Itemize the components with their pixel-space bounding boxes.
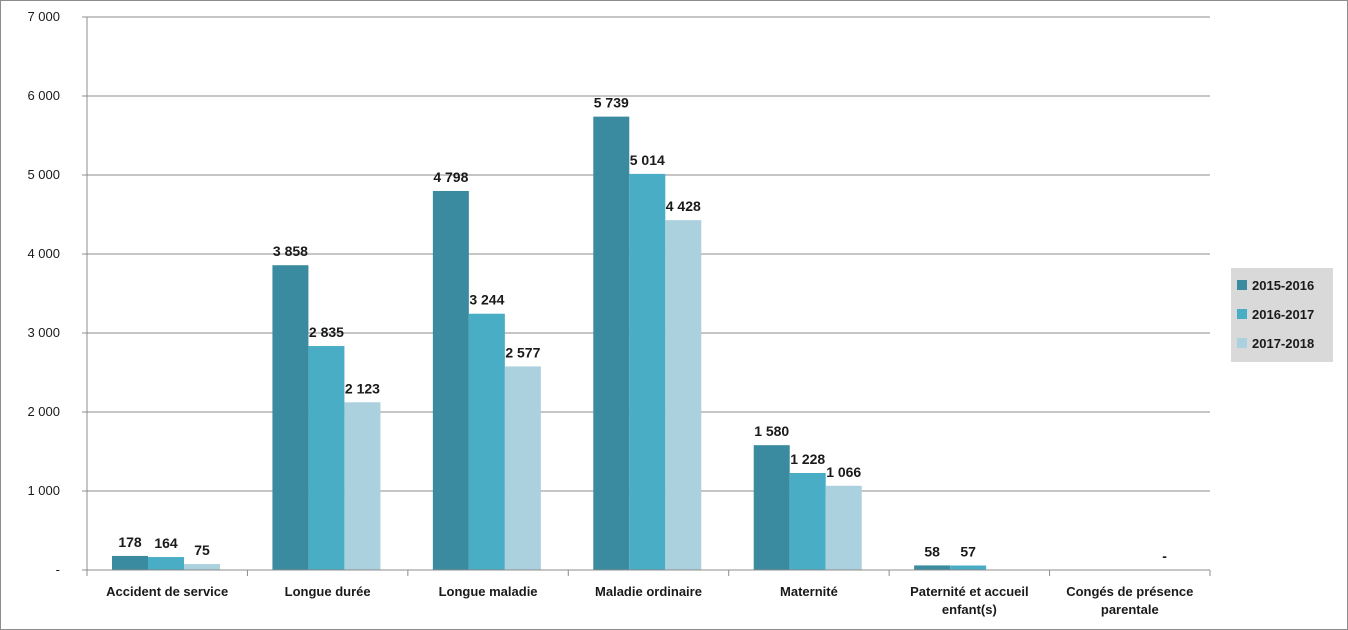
legend-label: 2015-2016 bbox=[1252, 278, 1314, 293]
data-label: 2 577 bbox=[505, 344, 540, 360]
bar bbox=[754, 445, 790, 570]
y-tick-label: 1 000 bbox=[27, 483, 60, 498]
legend-swatch bbox=[1237, 338, 1247, 348]
bars bbox=[112, 117, 986, 570]
x-category-label: enfant(s) bbox=[942, 602, 997, 617]
data-label: 58 bbox=[924, 543, 940, 559]
bar bbox=[665, 220, 701, 570]
data-label: 2 835 bbox=[309, 324, 344, 340]
bar bbox=[344, 402, 380, 570]
x-axis-categories: Accident de service Longue durée Longue ma… bbox=[106, 584, 1193, 617]
data-label: 57 bbox=[960, 543, 976, 559]
data-label: 5 014 bbox=[630, 152, 665, 168]
data-label: 2 123 bbox=[345, 380, 380, 396]
x-category-label: parentale bbox=[1101, 602, 1159, 617]
x-category-label: Congés de présence bbox=[1066, 584, 1193, 599]
data-label: 4 428 bbox=[666, 198, 701, 214]
data-label: 164 bbox=[154, 535, 178, 551]
x-category-label: Paternité et accueil bbox=[910, 584, 1029, 599]
y-tick-label: 2 000 bbox=[27, 404, 60, 419]
bar bbox=[184, 564, 220, 570]
data-label: 178 bbox=[118, 534, 142, 550]
data-label: - bbox=[1162, 548, 1167, 564]
x-category-label: Longue durée bbox=[285, 584, 371, 599]
x-category-label: Accident de service bbox=[106, 584, 228, 599]
legend: 2015-2016 2016-2017 2017-2018 bbox=[1231, 268, 1333, 362]
y-tick-label: 4 000 bbox=[27, 246, 60, 261]
data-label: 3 244 bbox=[469, 292, 504, 308]
x-category-label: Maternité bbox=[780, 584, 838, 599]
data-label: 1 228 bbox=[790, 451, 825, 467]
x-category-label: Maladie ordinaire bbox=[595, 584, 702, 599]
bar bbox=[148, 557, 184, 570]
data-label: 5 739 bbox=[594, 95, 629, 111]
y-tick-label: 6 000 bbox=[27, 88, 60, 103]
bar bbox=[505, 366, 541, 570]
bar bbox=[790, 473, 826, 570]
y-tick-label: 5 000 bbox=[27, 167, 60, 182]
data-label: 3 858 bbox=[273, 243, 308, 259]
bar bbox=[433, 191, 469, 570]
bar bbox=[826, 486, 862, 570]
data-label: 1 066 bbox=[826, 464, 861, 480]
bar bbox=[308, 346, 344, 570]
bar bbox=[629, 174, 665, 570]
legend-label: 2017-2018 bbox=[1252, 336, 1314, 351]
bar bbox=[593, 117, 629, 570]
y-tick-label: 7 000 bbox=[27, 9, 60, 24]
data-label: 4 798 bbox=[433, 169, 468, 185]
y-tick-label: - bbox=[56, 562, 60, 577]
legend-swatch bbox=[1237, 309, 1247, 319]
y-axis-ticks: - 1 000 2 000 3 000 4 000 5 000 6 000 7 000 bbox=[27, 9, 87, 577]
bar bbox=[950, 565, 986, 570]
y-tick-label: 3 000 bbox=[27, 325, 60, 340]
data-label: 1 580 bbox=[754, 423, 789, 439]
legend-label: 2016-2017 bbox=[1252, 307, 1314, 322]
bar bbox=[112, 556, 148, 570]
data-label: 75 bbox=[194, 542, 210, 558]
x-category-label: Longue maladie bbox=[439, 584, 538, 599]
legend-swatch bbox=[1237, 280, 1247, 290]
bar bbox=[914, 565, 950, 570]
bar bbox=[469, 314, 505, 570]
bar bbox=[272, 265, 308, 570]
